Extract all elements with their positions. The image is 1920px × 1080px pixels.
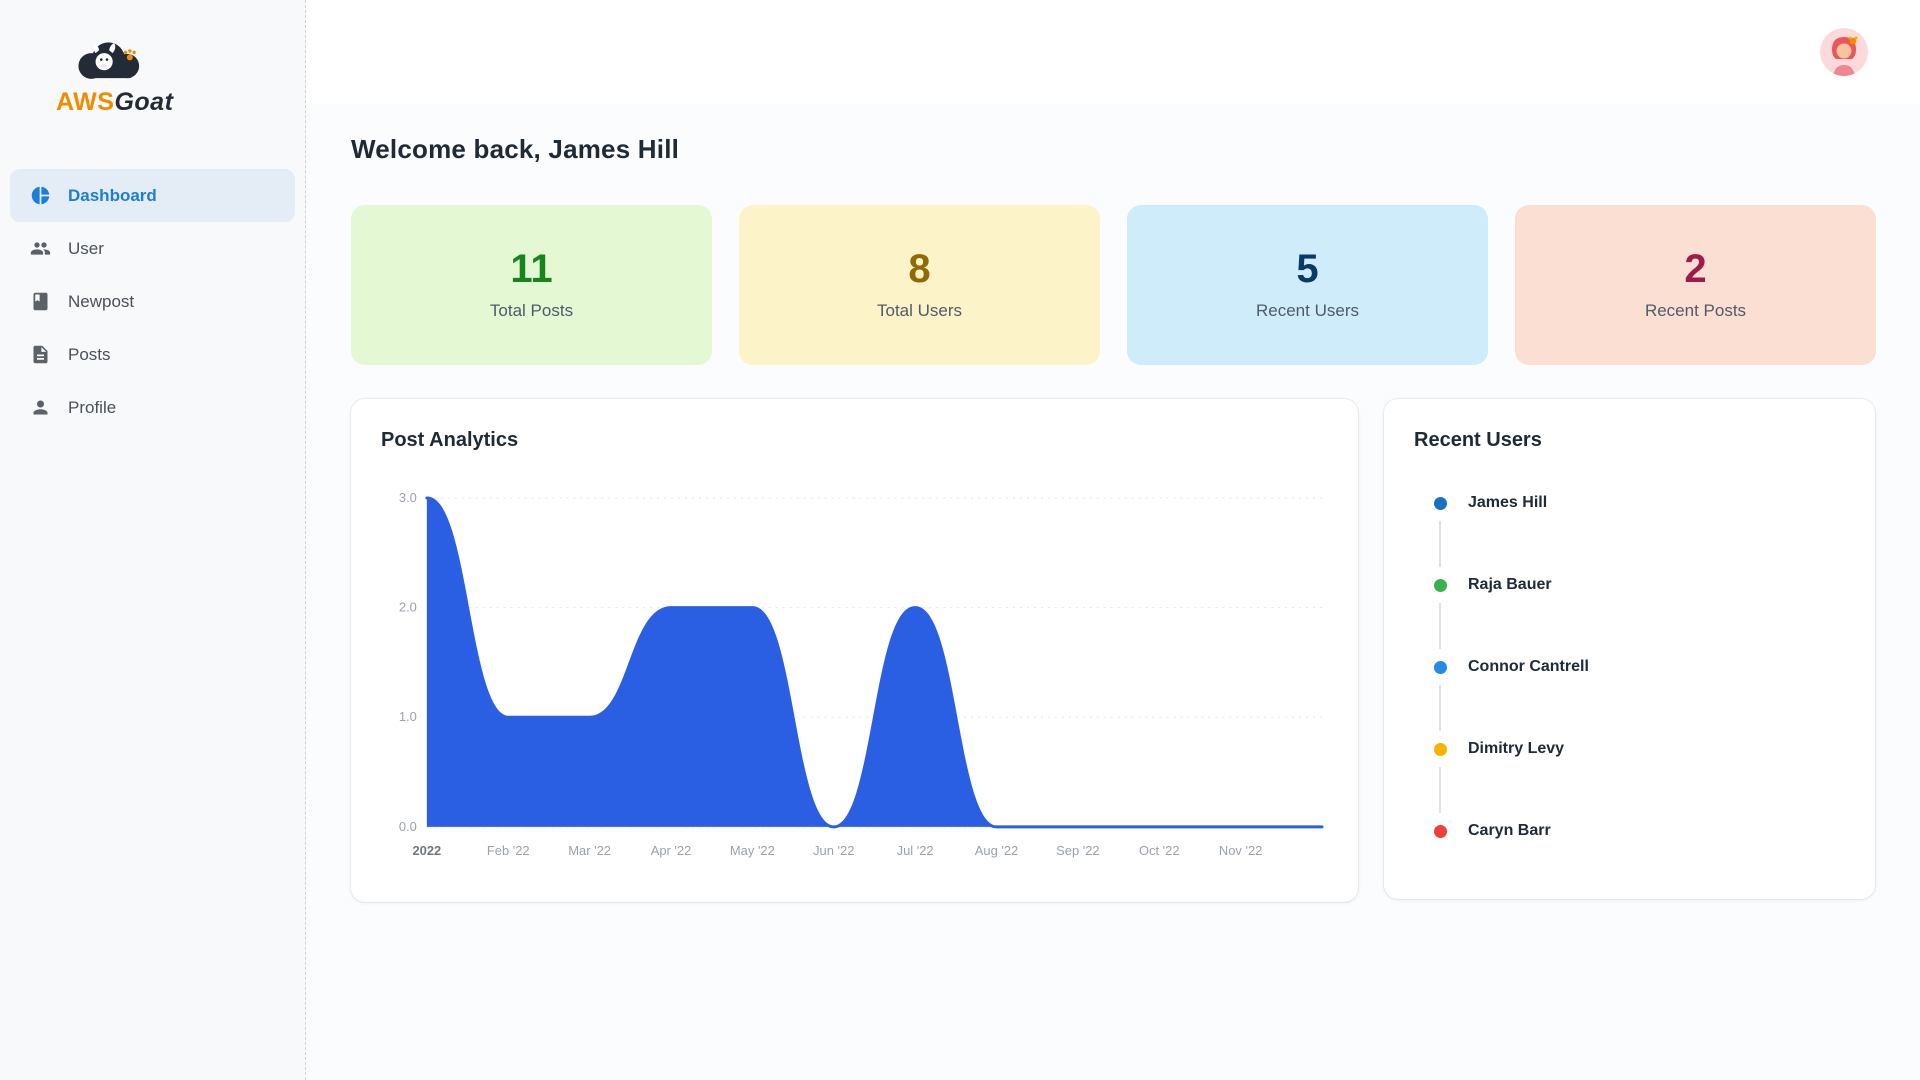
people-icon <box>30 242 51 255</box>
timeline-item: James Hill <box>1434 494 1845 567</box>
svg-text:Oct '22: Oct '22 <box>1139 843 1180 858</box>
timeline-connector <box>1439 603 1441 649</box>
total-users-label: Total Users <box>876 301 963 320</box>
area-chart: 0.0 1.0 2.0 3.0 2022 Feb '22 Mar '22 Apr '22 May… <box>399 490 1324 858</box>
page-title: Welcome back, James Hill <box>351 134 680 164</box>
recent-users-card: Recent Users James Hill <box>1384 399 1875 899</box>
svg-text:3.0: 3.0 <box>399 490 417 505</box>
book-icon <box>33 292 48 311</box>
post-analytics-card: Post Analytics 0.0 1.0 2.0 3.0 2022 Feb '22 Ma… <box>351 399 1358 902</box>
sidebar-item-user[interactable]: User <box>10 222 295 275</box>
svg-text:Sep '22: Sep '22 <box>1056 843 1099 858</box>
sidebar-item-profile[interactable]: Profile <box>10 381 295 434</box>
total-posts-value: 11 <box>510 247 553 291</box>
sidebar-item-posts[interactable]: Posts <box>10 328 295 381</box>
recent-user-name: Connor Cantrell <box>1468 658 1589 675</box>
svg-text:Aug '22: Aug '22 <box>975 843 1018 858</box>
awsgoat-logo: AWSGoat <box>0 30 305 143</box>
recent-user-name: Caryn Barr <box>1468 822 1551 839</box>
recent-users-title: Recent Users <box>1414 429 1542 451</box>
dashboard-content: Welcome back, James Hill 11 Total Posts … <box>306 104 1920 1080</box>
sidebar-item-newpost[interactable]: Newpost <box>10 275 295 328</box>
timeline-item: Dimitry Levy <box>1434 740 1845 813</box>
timeline-item: Caryn Barr <box>1434 822 1845 840</box>
stat-card-recent-posts: 2 Recent Posts <box>1515 205 1876 365</box>
top-header <box>306 0 1920 104</box>
svg-text:2022: 2022 <box>412 843 441 858</box>
total-users-value: 8 <box>908 247 931 291</box>
charts-row: Post Analytics 0.0 1.0 2.0 3.0 2022 Feb '22 Ma… <box>351 399 1876 902</box>
post-analytics-chart: 0.0 1.0 2.0 3.0 2022 Feb '22 Mar '22 Apr '22 May… <box>381 482 1328 871</box>
recent-users-value: 5 <box>1296 247 1319 291</box>
timeline-item: Raja Bauer <box>1434 576 1845 649</box>
stat-card-recent-users: 5 Recent Users <box>1127 205 1488 365</box>
recent-posts-value: 2 <box>1684 247 1707 291</box>
document-icon <box>33 345 48 364</box>
recent-user-name: Dimitry Levy <box>1468 740 1565 757</box>
sidebar-item-label: Posts <box>68 344 111 364</box>
goat-cloud-logo-icon <box>78 42 140 79</box>
user-avatar[interactable] <box>1820 28 1868 76</box>
sidebar: AWSGoat Dashboard User Newpost Posts <box>0 0 306 1080</box>
svg-text:Mar '22: Mar '22 <box>568 843 611 858</box>
svg-text:Jun '22: Jun '22 <box>813 843 854 858</box>
person-icon <box>33 400 48 415</box>
brand-aws: AWS <box>56 88 115 116</box>
stat-card-total-users: 8 Total Users <box>739 205 1100 365</box>
timeline-connector <box>1439 521 1441 567</box>
recent-users-timeline: James Hill Raja Bauer <box>1414 494 1845 840</box>
sidebar-item-label: Profile <box>68 397 117 417</box>
post-analytics-title: Post Analytics <box>381 429 519 451</box>
timeline-connector <box>1439 767 1441 813</box>
timeline-dot <box>1434 742 1447 756</box>
timeline-dot <box>1434 496 1447 510</box>
sidebar-nav: Dashboard User Newpost Posts Profile <box>0 169 305 434</box>
svg-text:Nov '22: Nov '22 <box>1219 843 1262 858</box>
svg-text:May '22: May '22 <box>730 843 775 858</box>
timeline-dot <box>1434 824 1447 838</box>
svg-text:1.0: 1.0 <box>399 709 417 724</box>
timeline-item: Connor Cantrell <box>1434 658 1845 731</box>
stats-row: 11 Total Posts 8 Total Users 5 Recent Us… <box>351 205 1876 365</box>
pie-chart-icon <box>31 186 50 205</box>
sidebar-item-label: User <box>68 238 104 258</box>
stat-card-total-posts: 11 Total Posts <box>351 205 712 365</box>
recent-users-label: Recent Users <box>1256 301 1359 320</box>
recent-user-name: James Hill <box>1468 494 1548 511</box>
timeline-dot <box>1434 660 1447 674</box>
recent-user-name: Raja Bauer <box>1468 576 1552 593</box>
brand-name: AWSGoat <box>56 88 281 117</box>
svg-text:2.0: 2.0 <box>399 600 417 615</box>
timeline-dot <box>1434 578 1447 592</box>
sidebar-item-dashboard[interactable]: Dashboard <box>10 169 295 222</box>
brand-goat: Goat <box>114 88 174 116</box>
main-area: Welcome back, James Hill 11 Total Posts … <box>306 0 1920 1080</box>
svg-text:Jul '22: Jul '22 <box>897 843 934 858</box>
timeline-connector <box>1439 685 1441 731</box>
svg-text:Feb '22: Feb '22 <box>487 843 530 858</box>
total-posts-label: Total Posts <box>489 301 574 320</box>
avatar-illustration-icon <box>1820 28 1868 76</box>
sidebar-item-label: Dashboard <box>68 185 157 205</box>
svg-text:0.0: 0.0 <box>399 819 417 834</box>
sidebar-item-label: Newpost <box>68 291 135 311</box>
svg-text:Apr '22: Apr '22 <box>651 843 692 858</box>
recent-posts-label: Recent Posts <box>1644 301 1747 320</box>
